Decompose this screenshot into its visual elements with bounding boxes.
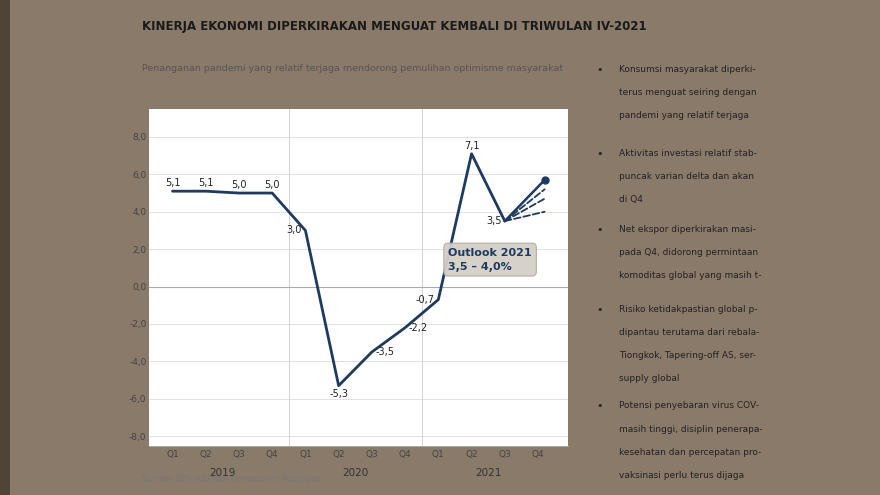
Text: terus menguat seiring dengan: terus menguat seiring dengan <box>619 88 757 97</box>
Text: Net ekspor diperkirakan masi-: Net ekspor diperkirakan masi- <box>619 225 756 234</box>
Text: -3,5: -3,5 <box>375 347 394 357</box>
Text: Sumber: BPS, estimasi Kementerian Keuangan: Sumber: BPS, estimasi Kementerian Keuang… <box>142 474 319 483</box>
Text: Konsumsi masyarakat diperki-: Konsumsi masyarakat diperki- <box>619 65 756 74</box>
Text: Tiongkok, Tapering-off AS, ser-: Tiongkok, Tapering-off AS, ser- <box>619 351 756 360</box>
Text: •: • <box>597 65 603 75</box>
Bar <box>0 0 10 495</box>
Text: •: • <box>597 225 603 235</box>
Text: 5,0: 5,0 <box>231 180 246 190</box>
Text: komoditas global yang masih t-: komoditas global yang masih t- <box>619 271 761 280</box>
Text: 3,5: 3,5 <box>486 216 502 226</box>
Text: 2020: 2020 <box>342 468 369 478</box>
Text: masih tinggi, disiplin penerapa-: masih tinggi, disiplin penerapa- <box>619 425 763 434</box>
Text: 2021: 2021 <box>475 468 502 478</box>
Text: Outlook 2021
3,5 – 4,0%: Outlook 2021 3,5 – 4,0% <box>448 248 532 272</box>
Text: pada Q4, didorong permintaan: pada Q4, didorong permintaan <box>619 248 758 257</box>
Text: kesehatan dan percepatan pro-: kesehatan dan percepatan pro- <box>619 447 761 457</box>
Text: Penanganan pandemi yang relatif terjaga mendorong pemulihan optimisme masyarakat: Penanganan pandemi yang relatif terjaga … <box>142 64 563 73</box>
Text: supply global: supply global <box>619 374 679 383</box>
Text: Risiko ketidakpastian global p-: Risiko ketidakpastian global p- <box>619 304 758 314</box>
Text: •: • <box>597 304 603 315</box>
Text: 7,1: 7,1 <box>464 141 480 151</box>
Text: 5,1: 5,1 <box>165 178 180 189</box>
Text: di Q4: di Q4 <box>619 196 642 204</box>
Text: 3,0: 3,0 <box>287 225 302 236</box>
Text: dipantau terutama dari rebala-: dipantau terutama dari rebala- <box>619 328 759 337</box>
Text: Potensi penyebaran virus COV-: Potensi penyebaran virus COV- <box>619 401 759 410</box>
Text: •: • <box>597 401 603 411</box>
Text: 5,0: 5,0 <box>264 180 280 190</box>
Text: 2019: 2019 <box>209 468 236 478</box>
Text: pandemi yang relatif terjaga: pandemi yang relatif terjaga <box>619 111 749 120</box>
Text: -2,2: -2,2 <box>408 323 428 333</box>
Text: vaksinasi perlu terus dijaga: vaksinasi perlu terus dijaga <box>619 471 744 480</box>
Text: puncak varian delta dan akan: puncak varian delta dan akan <box>619 172 754 181</box>
Text: Aktivitas investasi relatif stab-: Aktivitas investasi relatif stab- <box>619 149 757 158</box>
Text: -0,7: -0,7 <box>416 295 435 304</box>
Text: •: • <box>597 149 603 159</box>
Text: KINERJA EKONOMI DIPERKIRAKAN MENGUAT KEMBALI DI TRIWULAN IV-2021: KINERJA EKONOMI DIPERKIRAKAN MENGUAT KEM… <box>142 20 646 33</box>
Text: -5,3: -5,3 <box>329 390 348 399</box>
Text: 5,1: 5,1 <box>198 178 214 189</box>
